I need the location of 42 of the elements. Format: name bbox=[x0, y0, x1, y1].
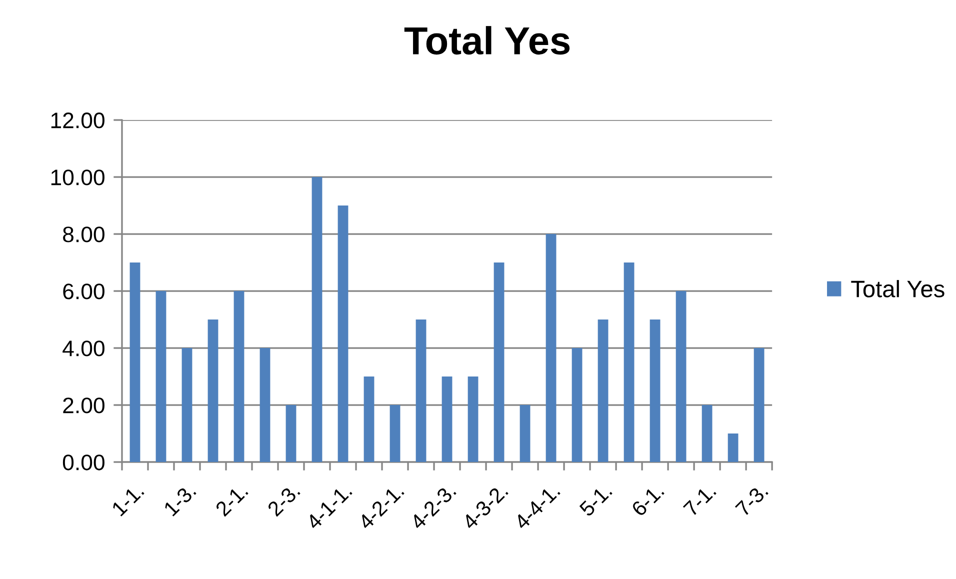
x-tick-label: 1-3. bbox=[163, 483, 196, 517]
y-tick-label: 8.00 bbox=[63, 226, 104, 242]
bar bbox=[260, 348, 270, 462]
x-tick-label: 7-3. bbox=[734, 483, 769, 517]
bar bbox=[208, 320, 218, 462]
bar bbox=[468, 376, 478, 462]
x-tick-label: 7-1. bbox=[682, 483, 716, 517]
bar bbox=[572, 348, 582, 462]
y-tick-label: 4.00 bbox=[62, 340, 104, 356]
bar bbox=[676, 291, 686, 462]
bar bbox=[702, 405, 712, 462]
x-tick-label: 2-3. bbox=[266, 483, 300, 517]
x-tick-label: 2-1. bbox=[214, 483, 248, 517]
bar bbox=[754, 348, 764, 462]
y-tick-label: 2.00 bbox=[63, 398, 104, 414]
bar bbox=[442, 376, 452, 462]
y-tick-label: 12.00 bbox=[51, 112, 104, 128]
bar bbox=[338, 206, 348, 462]
bar bbox=[234, 291, 244, 462]
bar bbox=[312, 177, 322, 462]
bar bbox=[416, 320, 426, 462]
y-tick-label: 6.00 bbox=[63, 284, 104, 300]
x-tick-label: 6-1. bbox=[630, 483, 665, 517]
bar bbox=[598, 320, 608, 462]
bar bbox=[494, 262, 504, 462]
bar bbox=[182, 348, 192, 462]
bar bbox=[624, 262, 634, 462]
y-tick-label: 0.00 bbox=[62, 454, 104, 470]
chart-title: Total Yes bbox=[404, 26, 570, 55]
bar bbox=[156, 291, 166, 462]
bar bbox=[520, 405, 530, 462]
bar bbox=[286, 405, 296, 462]
y-tick-label: 10.00 bbox=[51, 170, 104, 186]
legend-label: Total Yes bbox=[851, 280, 944, 298]
bar bbox=[390, 405, 400, 462]
bar bbox=[728, 434, 738, 462]
bar bbox=[364, 376, 374, 462]
bar bbox=[650, 320, 660, 462]
x-tick-label: 5-1. bbox=[578, 483, 613, 518]
bar bbox=[130, 262, 140, 462]
bar bbox=[546, 234, 556, 462]
x-tick-label: 1-1. bbox=[111, 483, 144, 516]
